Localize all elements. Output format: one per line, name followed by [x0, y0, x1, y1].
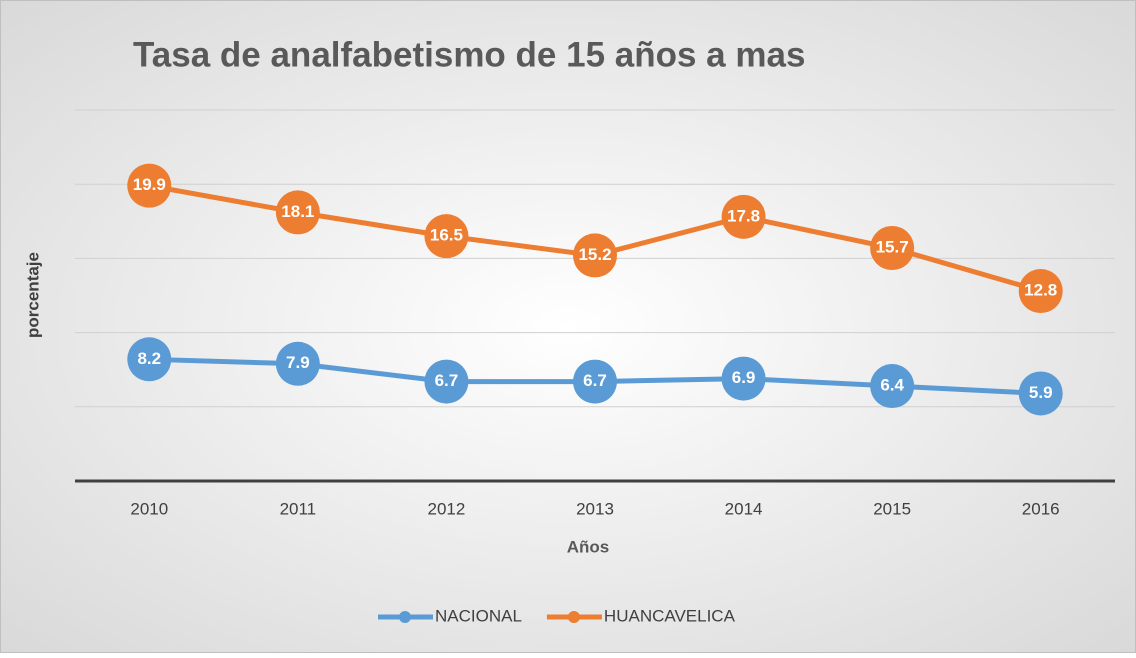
- marker: [870, 364, 915, 409]
- x-tick-label: 2016: [1022, 499, 1060, 518]
- data-label: 6.4: [880, 376, 904, 395]
- marker: [573, 359, 617, 404]
- data-label: 19.9: [133, 175, 166, 194]
- data-label: 7.9: [286, 353, 310, 372]
- data-label: 15.2: [578, 245, 611, 264]
- marker: [424, 214, 469, 259]
- marker: [127, 337, 172, 382]
- data-label: 15.7: [876, 237, 909, 256]
- legend-marker: [399, 611, 411, 623]
- marker: [1018, 371, 1063, 416]
- marker: [721, 194, 766, 239]
- data-label: 16.5: [430, 226, 463, 245]
- marker: [721, 356, 766, 401]
- y-axis-title: porcentaje: [23, 252, 42, 338]
- x-tick-label: 2014: [725, 499, 763, 518]
- marker: [870, 226, 915, 271]
- marker: [275, 341, 320, 386]
- x-tick-label: 2013: [576, 499, 614, 518]
- data-label: 8.2: [137, 349, 161, 368]
- legend-label: NACIONAL: [435, 606, 522, 625]
- data-label: 17.8: [727, 206, 760, 225]
- x-axis-title: Años: [567, 537, 610, 556]
- data-label: 18.1: [281, 202, 314, 221]
- x-tick-label: 2011: [280, 499, 317, 518]
- data-label: 12.8: [1024, 281, 1057, 300]
- data-label: 6.7: [583, 371, 607, 390]
- data-label: 5.9: [1029, 383, 1053, 402]
- marker: [275, 190, 320, 235]
- legend-marker: [567, 611, 580, 623]
- x-tick-label: 2015: [873, 499, 911, 518]
- marker: [573, 233, 617, 278]
- x-tick-label: 2012: [428, 499, 466, 518]
- marker: [127, 163, 172, 208]
- chart-title: Tasa de analfabetismo de 15 años a mas: [133, 35, 805, 74]
- marker: [424, 359, 469, 404]
- data-label: 6.9: [732, 368, 756, 387]
- data-label: 6.7: [435, 371, 459, 390]
- marker: [1018, 269, 1063, 314]
- x-tick-label: 2010: [130, 499, 168, 518]
- legend-label: HUANCAVELICA: [604, 606, 736, 625]
